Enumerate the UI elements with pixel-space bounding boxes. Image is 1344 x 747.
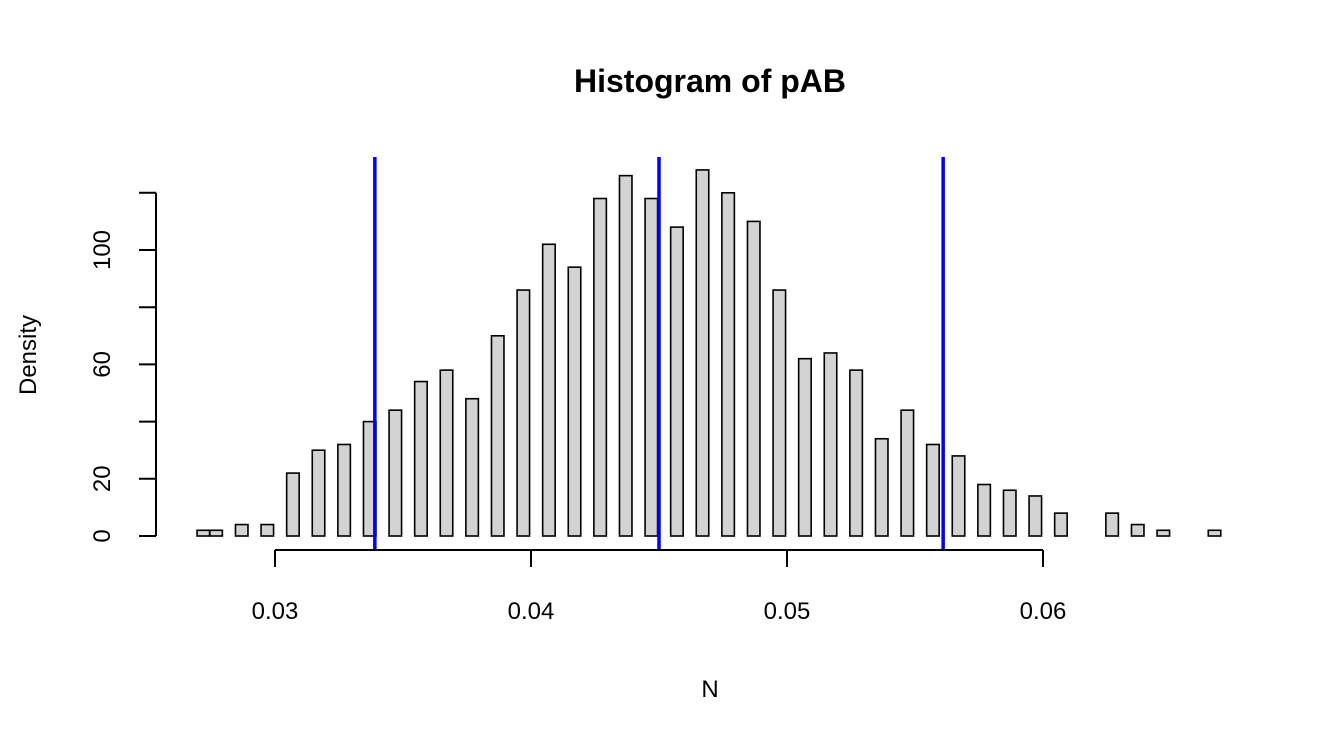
histogram-bar — [1028, 495, 1043, 537]
histogram-bar — [388, 409, 403, 537]
histogram-bar — [1130, 523, 1145, 537]
histogram-bar — [260, 523, 275, 537]
bars-group — [196, 169, 1222, 537]
histogram-bar — [721, 192, 736, 537]
histogram-bar — [849, 369, 864, 537]
histogram-bar — [900, 409, 915, 537]
y-axis: 0 20 60 100 — [89, 191, 157, 543]
histogram-bar — [413, 380, 428, 537]
histogram-bar — [618, 174, 633, 537]
histogram-bar — [593, 197, 608, 537]
histogram-bar — [925, 443, 940, 537]
histogram-bar — [1156, 529, 1171, 537]
histogram-bar — [311, 449, 326, 537]
histogram-bar — [823, 352, 838, 537]
histogram-bar — [234, 523, 249, 537]
histogram-bar — [695, 169, 710, 537]
histogram-bar — [977, 483, 992, 537]
histogram-bar — [196, 529, 211, 537]
x-axis-label: N — [701, 676, 718, 703]
y-axis-label: Density — [15, 315, 42, 395]
histogram-bar — [285, 472, 300, 537]
x-tick-label: 0.04 — [508, 598, 555, 625]
histogram-bar — [874, 437, 889, 537]
histogram-bar — [644, 197, 659, 537]
histogram-bar — [439, 369, 454, 537]
chart-title: Histogram of pAB — [574, 63, 846, 99]
histogram-bar — [797, 357, 812, 537]
histogram-bar — [567, 266, 582, 537]
y-tick-label: 20 — [89, 465, 116, 492]
histogram-bar — [1053, 512, 1068, 537]
histogram-bar — [209, 529, 224, 537]
x-tick-label: 0.05 — [764, 598, 811, 625]
vertical-lines-group — [373, 157, 945, 550]
y-tick-label: 0 — [89, 529, 116, 542]
histogram-bar — [1207, 529, 1222, 537]
histogram-bar — [337, 443, 352, 537]
x-tick-label: 0.03 — [252, 598, 299, 625]
histogram-bar — [772, 289, 787, 537]
histogram-bar — [951, 455, 966, 537]
y-tick-label: 60 — [89, 351, 116, 378]
histogram-bar — [669, 226, 684, 537]
histogram-bar — [746, 220, 761, 537]
histogram-bar — [465, 397, 480, 537]
y-tick-label: 100 — [89, 230, 116, 270]
histogram-bar — [541, 243, 556, 537]
x-axis: 0.03 0.04 0.05 0.06 — [252, 549, 1067, 625]
histogram-bar — [490, 334, 505, 537]
histogram-bar — [1002, 489, 1017, 537]
x-tick-label: 0.06 — [1020, 598, 1067, 625]
histogram-bar — [1105, 512, 1120, 537]
histogram-bar — [516, 289, 531, 537]
